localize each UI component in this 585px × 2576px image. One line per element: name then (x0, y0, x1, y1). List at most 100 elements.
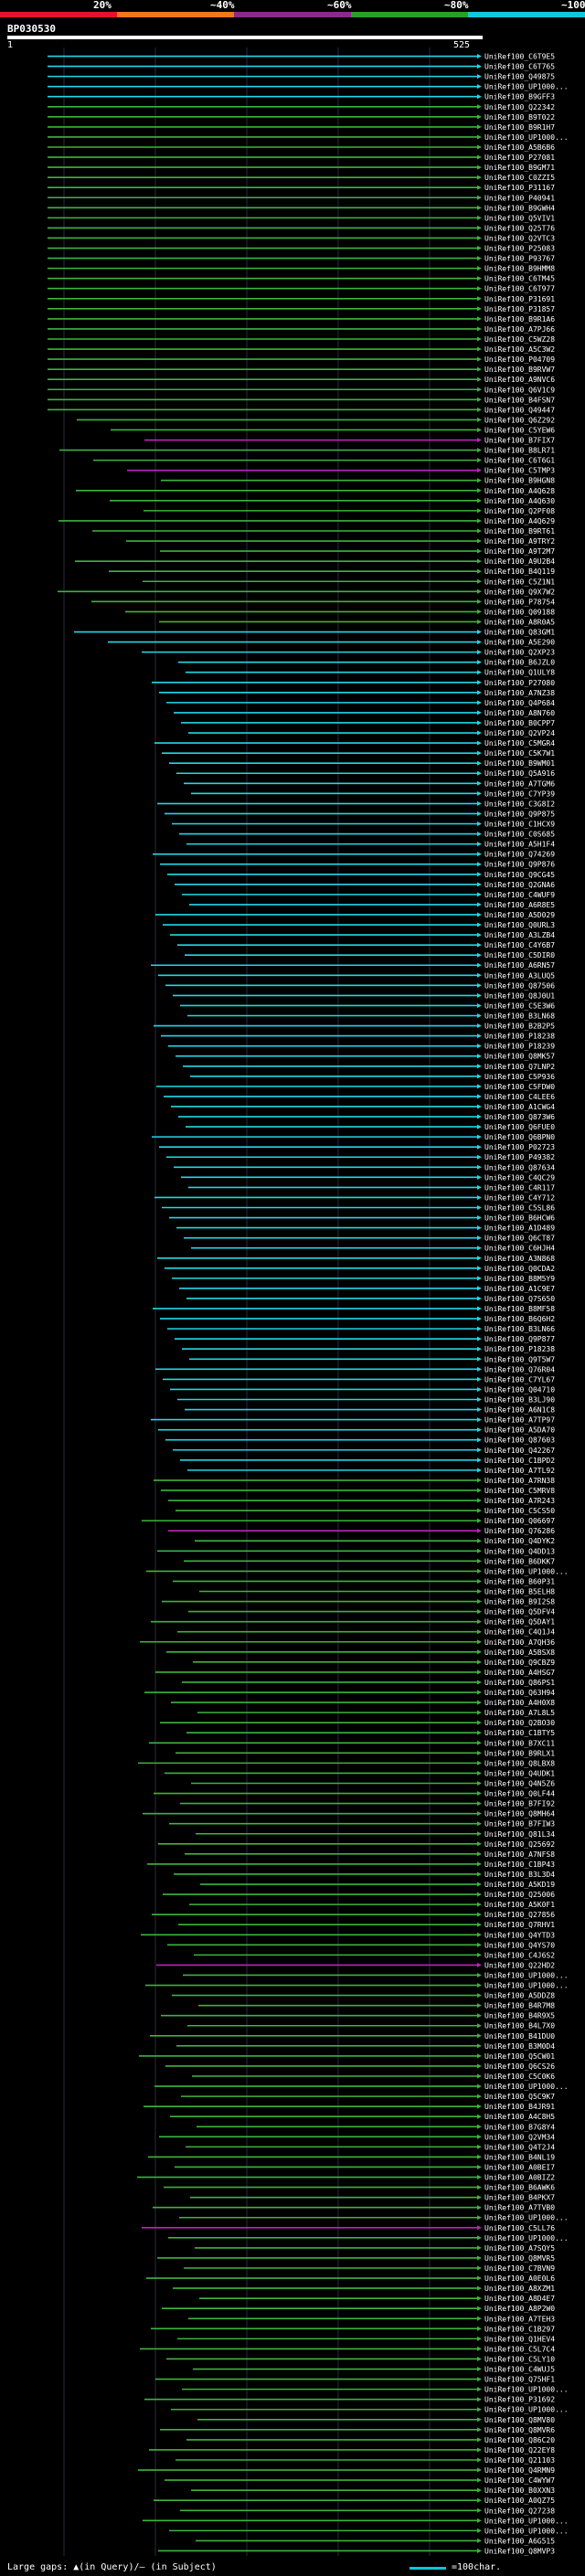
hit-id-link[interactable]: UniRef100_UP1000... (484, 2234, 569, 2242)
hit-id-link[interactable]: UniRef100_Q7S650 (484, 1295, 555, 1303)
hit-id-link[interactable]: UniRef100_Q76R04 (484, 1365, 555, 1373)
hit-id-link[interactable]: UniRef100_B4R7M8 (484, 2002, 555, 2010)
hit-id-link[interactable]: UniRef100_C4QC29 (484, 1173, 555, 1182)
hit-id-link[interactable]: UniRef100_Q8MV80 (484, 2416, 555, 2424)
hit-id-link[interactable]: UniRef100_C6T9E5 (484, 53, 555, 61)
hit-id-link[interactable]: UniRef100_Q81L34 (484, 1830, 555, 1839)
hit-id-link[interactable]: UniRef100_A8XZM1 (484, 2284, 555, 2293)
hit-id-link[interactable]: UniRef100_B6Q6H2 (484, 1315, 555, 1323)
hit-id-link[interactable]: UniRef100_C1HCX9 (484, 821, 555, 829)
hit-id-link[interactable]: UniRef100_C7BVN9 (484, 2264, 555, 2273)
hit-id-link[interactable]: UniRef100_A4Q629 (484, 517, 555, 525)
hit-id-link[interactable]: UniRef100_A7NZ38 (484, 689, 555, 697)
hit-id-link[interactable]: UniRef100_Q22EY8 (484, 2446, 555, 2454)
hit-id-link[interactable]: UniRef100_B6DKK7 (484, 1557, 555, 1565)
hit-id-link[interactable]: UniRef100_B9RT61 (484, 527, 555, 535)
hit-id-link[interactable]: UniRef100_A7PJ66 (484, 325, 555, 334)
hit-id-link[interactable]: UniRef100_C5YEW6 (484, 426, 555, 434)
hit-id-link[interactable]: UniRef100_B9R1H7 (484, 123, 555, 132)
hit-id-link[interactable]: UniRef100_B4Q119 (484, 567, 555, 576)
hit-id-link[interactable]: UniRef100_B7G8Y4 (484, 2123, 555, 2131)
hit-id-link[interactable]: UniRef100_Q2BO30 (484, 1719, 555, 1727)
hit-id-link[interactable]: UniRef100_Q9T5W7 (484, 1355, 555, 1363)
hit-id-link[interactable]: UniRef100_B4R9X5 (484, 2012, 555, 2020)
hit-id-link[interactable]: UniRef100_C4Q1J4 (484, 1628, 555, 1637)
hit-id-link[interactable]: UniRef100_Q0LF44 (484, 1790, 555, 1798)
hit-id-link[interactable]: UniRef100_UP1000... (484, 2527, 569, 2535)
hit-id-link[interactable]: UniRef100_C5K7W1 (484, 749, 555, 758)
hit-id-link[interactable]: UniRef100_C6T765 (484, 63, 555, 71)
hit-id-link[interactable]: UniRef100_B6HCW6 (484, 1214, 555, 1223)
hit-id-link[interactable]: UniRef100_Q2XP23 (484, 649, 555, 657)
hit-id-link[interactable]: UniRef100_C5MRV8 (484, 1487, 555, 1495)
hit-id-link[interactable]: UniRef100_Q7LNP2 (484, 1063, 555, 1071)
hit-id-link[interactable]: UniRef100_A4H0X8 (484, 1699, 555, 1707)
hit-id-link[interactable]: UniRef100_Q74269 (484, 851, 555, 859)
hit-id-link[interactable]: UniRef100_Q6BPN0 (484, 1133, 555, 1141)
hit-id-link[interactable]: UniRef100_Q25692 (484, 1840, 555, 1849)
hit-id-link[interactable]: UniRef100_Q8J0U1 (484, 991, 555, 1000)
hit-id-link[interactable]: UniRef100_P18238 (484, 1033, 555, 1041)
hit-id-link[interactable]: UniRef100_A1D489 (484, 1224, 555, 1233)
hit-id-link[interactable]: UniRef100_A9T2M7 (484, 547, 555, 556)
hit-id-link[interactable]: UniRef100_A5DA70 (484, 1426, 555, 1435)
hit-id-link[interactable]: UniRef100_Q2PF08 (484, 507, 555, 515)
hit-id-link[interactable]: UniRef100_Q06697 (484, 1517, 555, 1525)
hit-id-link[interactable]: UniRef100_Q27238 (484, 2507, 555, 2515)
hit-id-link[interactable]: UniRef100_C4LEE6 (484, 1093, 555, 1101)
hit-id-link[interactable]: UniRef100_A3LUQ5 (484, 971, 555, 980)
hit-id-link[interactable]: UniRef100_C5P936 (484, 1073, 555, 1081)
hit-id-link[interactable]: UniRef100_A6G515 (484, 2537, 555, 2545)
hit-id-link[interactable]: UniRef100_B8MF58 (484, 1305, 555, 1313)
hit-id-link[interactable]: UniRef100_Q8MVR5 (484, 2254, 555, 2263)
hit-id-link[interactable]: UniRef100_C5LL76 (484, 2224, 555, 2232)
hit-id-link[interactable]: UniRef100_A5B6B6 (484, 143, 555, 152)
hit-id-link[interactable]: UniRef100_UP1000... (484, 83, 569, 91)
hit-id-link[interactable]: UniRef100_Q7RHV1 (484, 1921, 555, 1929)
hit-id-link[interactable]: UniRef100_P27080 (484, 679, 555, 687)
hit-id-link[interactable]: UniRef100_B9I2S8 (484, 1598, 555, 1606)
hit-id-link[interactable]: UniRef100_C5LY10 (484, 2355, 555, 2363)
hit-id-link[interactable]: UniRef100_B4FSN7 (484, 396, 555, 404)
hit-id-link[interactable]: UniRef100_P49382 (484, 1153, 555, 1161)
hit-id-link[interactable]: UniRef100_Q1HEV4 (484, 2335, 555, 2343)
hit-id-link[interactable]: UniRef100_C5SL86 (484, 1204, 555, 1213)
hit-id-link[interactable]: UniRef100_P93767 (484, 255, 555, 263)
hit-id-link[interactable]: UniRef100_A0BIZ2 (484, 2174, 555, 2182)
hit-id-link[interactable]: UniRef100_A7QH36 (484, 1638, 555, 1647)
hit-id-link[interactable]: UniRef100_A1C9E7 (484, 1285, 555, 1293)
hit-id-link[interactable]: UniRef100_P31692 (484, 2396, 555, 2404)
hit-id-link[interactable]: UniRef100_C6HJH4 (484, 1245, 555, 1253)
hit-id-link[interactable]: UniRef100_Q21103 (484, 2456, 555, 2465)
hit-id-link[interactable]: UniRef100_Q42267 (484, 1447, 555, 1455)
hit-id-link[interactable]: UniRef100_B9R1A6 (484, 315, 555, 323)
hit-id-link[interactable]: UniRef100_P18239 (484, 1043, 555, 1051)
hit-id-link[interactable]: UniRef100_C4WUJ5 (484, 2366, 555, 2374)
hit-id-link[interactable]: UniRef100_Q49447 (484, 406, 555, 414)
hit-id-link[interactable]: UniRef100_C6T977 (484, 285, 555, 293)
hit-id-link[interactable]: UniRef100_B7FI92 (484, 1800, 555, 1808)
hit-id-link[interactable]: UniRef100_C5CS50 (484, 1507, 555, 1515)
hit-id-link[interactable]: UniRef100_B3LN66 (484, 1325, 555, 1333)
hit-id-link[interactable]: UniRef100_P31857 (484, 305, 555, 313)
hit-id-link[interactable]: UniRef100_Q4YS70 (484, 1941, 555, 1949)
hit-id-link[interactable]: UniRef100_C1BPD2 (484, 1457, 555, 1465)
hit-id-link[interactable]: UniRef100_Q75HF1 (484, 2376, 555, 2384)
hit-id-link[interactable]: UniRef100_Q8MH64 (484, 1810, 555, 1818)
hit-id-link[interactable]: UniRef100_B9GWH4 (484, 204, 555, 212)
hit-id-link[interactable]: UniRef100_C4Y6B7 (484, 941, 555, 949)
hit-id-link[interactable]: UniRef100_B5ELH8 (484, 1587, 555, 1595)
hit-id-link[interactable]: UniRef100_A7R243 (484, 1497, 555, 1505)
hit-id-link[interactable]: UniRef100_Q49875 (484, 73, 555, 81)
hit-id-link[interactable]: UniRef100_UP1000... (484, 2386, 569, 2394)
hit-id-link[interactable]: UniRef100_Q2VP24 (484, 729, 555, 737)
hit-id-link[interactable]: UniRef100_Q9CBZ9 (484, 1659, 555, 1667)
hit-id-link[interactable]: UniRef100_C4WUF9 (484, 891, 555, 899)
hit-id-link[interactable]: UniRef100_Q4RMN9 (484, 2466, 555, 2475)
hit-id-link[interactable]: UniRef100_A5H1F4 (484, 841, 555, 849)
hit-id-link[interactable]: UniRef100_A6R8E5 (484, 901, 555, 909)
hit-id-link[interactable]: UniRef100_Q5VIV1 (484, 214, 555, 222)
hit-id-link[interactable]: UniRef100_P40941 (484, 194, 555, 202)
hit-id-link[interactable]: UniRef100_C5E3W6 (484, 1002, 555, 1010)
hit-id-link[interactable]: UniRef100_Q87603 (484, 1436, 555, 1445)
